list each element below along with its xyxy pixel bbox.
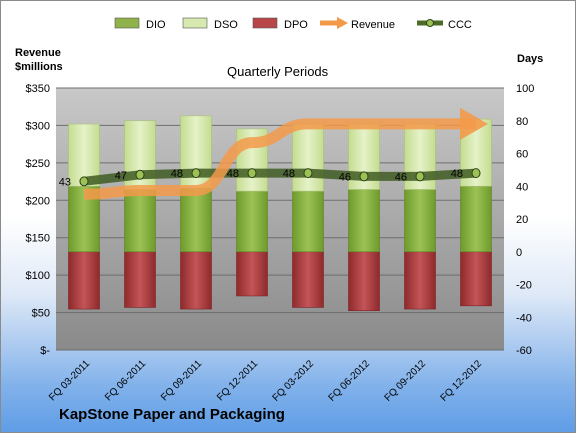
- right-tick-label: 0: [516, 247, 522, 259]
- company-name: KapStone Paper and Packaging: [59, 406, 285, 423]
- legend-item: CCC: [417, 19, 472, 31]
- right-axis-title: Days: [517, 53, 544, 65]
- x-tick-label: FQ 12-2012: [439, 358, 485, 404]
- right-tick-label: -20: [516, 280, 532, 292]
- bar-dio: [460, 185, 492, 253]
- x-tick-label: FQ 06-2011: [103, 358, 148, 403]
- bar-dso: [292, 123, 324, 192]
- bar-dio: [180, 187, 212, 253]
- ccc-line: [79, 168, 481, 186]
- ccc-marker: [471, 168, 481, 179]
- ccc-data-label: 43: [59, 176, 71, 188]
- legend-swatch: [252, 17, 278, 29]
- bar-dpo: [460, 251, 492, 307]
- legend-label: DIO: [146, 19, 166, 31]
- right-tick-label: 40: [516, 181, 528, 193]
- left-tick-label: $100: [26, 270, 50, 282]
- bar-dpo: [292, 251, 324, 308]
- bar-dpo: [68, 251, 100, 310]
- legend-arrow-head: [337, 17, 348, 29]
- ccc-marker: [359, 171, 369, 182]
- legend-item: DIO: [114, 17, 166, 31]
- ccc-marker: [303, 168, 313, 179]
- x-tick-label: FQ 03-2011: [47, 358, 92, 403]
- bar-dio: [404, 189, 436, 253]
- bar-dpo: [236, 251, 268, 297]
- ccc-data-label: 48: [227, 168, 239, 180]
- x-tick-label: FQ 06-2012: [327, 358, 373, 404]
- left-axis-title: Revenue $millions: [15, 47, 63, 73]
- bar-dio: [292, 190, 324, 253]
- ccc-data-label: 48: [283, 168, 295, 180]
- right-tick-label: -60: [516, 345, 532, 357]
- bar-dio: [348, 189, 380, 253]
- bar-dio: [124, 189, 156, 253]
- chart-title: Quarterly Periods: [227, 64, 329, 79]
- legend-item: DSO: [182, 17, 238, 31]
- x-tick-label: FQ 03-2012: [271, 358, 317, 404]
- legend-label: CCC: [448, 19, 472, 31]
- left-tick-label: $300: [26, 120, 50, 132]
- ccc-marker: [135, 169, 145, 180]
- ccc-marker: [191, 168, 201, 179]
- left-tick-label: $150: [26, 233, 50, 245]
- bar-dpo: [348, 251, 380, 312]
- x-tick-label: FQ 12-2011: [215, 358, 260, 403]
- ccc-data-label: 48: [451, 168, 463, 180]
- left-tick-label: $-: [40, 345, 50, 357]
- revenue-arrowhead: [460, 107, 488, 140]
- legend-marker: [426, 19, 434, 27]
- legend-item: Revenue: [320, 17, 395, 31]
- legend-swatch: [182, 17, 208, 29]
- ccc-data-label: 48: [171, 168, 183, 180]
- legend-swatch: [114, 17, 140, 29]
- ccc-data-label: 46: [339, 171, 351, 183]
- bar-dpo: [180, 251, 212, 310]
- ccc-data-label: 46: [395, 171, 407, 183]
- ccc-marker: [247, 168, 257, 179]
- right-tick-label: 20: [516, 214, 528, 226]
- left-tick-label: $350: [26, 83, 50, 95]
- x-tick-label: FQ 09-2011: [159, 358, 204, 403]
- ccc-marker: [79, 176, 89, 187]
- left-tick-label: $50: [32, 308, 50, 320]
- legend-label: Revenue: [351, 19, 395, 31]
- bar-dio: [236, 190, 268, 253]
- ccc-marker: [415, 171, 425, 182]
- right-tick-label: 80: [516, 116, 528, 128]
- revenue-line: [83, 118, 476, 200]
- right-tick-label: -40: [516, 312, 532, 324]
- right-tick-label: 100: [516, 83, 534, 95]
- legend-item: DPO: [252, 17, 308, 31]
- bar-dpo: [124, 251, 156, 308]
- x-tick-label: FQ 09-2012: [383, 358, 429, 404]
- left-tick-label: $200: [26, 195, 50, 207]
- ccc-data-label: 47: [115, 170, 127, 182]
- legend-label: DSO: [214, 19, 238, 31]
- legend-label: DPO: [284, 19, 308, 31]
- left-tick-label: $250: [26, 158, 50, 170]
- bar-dpo: [404, 251, 436, 310]
- right-tick-label: 60: [516, 149, 528, 161]
